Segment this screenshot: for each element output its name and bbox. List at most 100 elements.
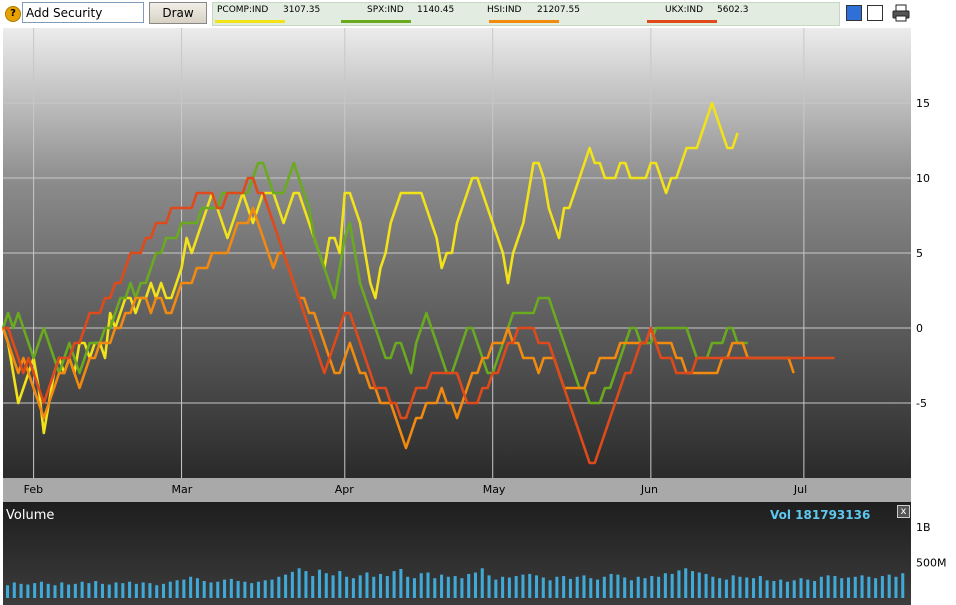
- volume-bar: [752, 578, 756, 598]
- volume-bar: [141, 582, 145, 598]
- volume-bar: [718, 578, 722, 598]
- volume-bar: [351, 578, 355, 598]
- legend-value: 3107.35: [283, 5, 321, 15]
- volume-bar: [26, 584, 30, 598]
- volume-bar: [738, 576, 742, 598]
- volume-bar: [616, 574, 620, 598]
- volume-bar: [53, 585, 57, 598]
- grid-layer: [3, 28, 911, 478]
- volume-bar: [433, 578, 437, 598]
- volume-bar: [467, 573, 471, 598]
- volume-bar: [297, 568, 301, 598]
- volume-bar: [256, 581, 260, 598]
- volume-bar: [317, 569, 322, 598]
- volume-bar: [412, 578, 416, 598]
- volume-bar: [446, 576, 450, 598]
- volume-bar: [874, 578, 878, 598]
- x-tick-label: May: [483, 483, 506, 496]
- volume-bar: [853, 576, 857, 598]
- volume-bar: [826, 575, 830, 598]
- volume-bar: [785, 581, 789, 598]
- legend-item-spx[interactable]: SPX:IND 1140.45: [367, 5, 454, 15]
- printer-icon[interactable]: [892, 4, 910, 22]
- multi-chart-icon[interactable]: [867, 5, 883, 21]
- volume-bar: [263, 580, 267, 598]
- volume-bar: [399, 568, 403, 598]
- volume-bar: [765, 580, 769, 598]
- y-tick-label: 10: [916, 172, 930, 185]
- single-chart-icon[interactable]: [846, 5, 862, 21]
- volume-bar: [216, 581, 220, 598]
- volume-bar: [677, 570, 681, 598]
- volume-bar: [345, 576, 349, 598]
- volume-bar: [867, 576, 871, 598]
- volume-close-button[interactable]: x: [897, 505, 910, 518]
- volume-bar: [277, 576, 281, 598]
- x-axis: Feb Mar Apr May Jun Jul: [24, 483, 808, 496]
- y-tick-label: 15: [916, 97, 930, 110]
- volume-bar: [711, 576, 715, 598]
- volume-bar: [833, 576, 837, 598]
- volume-bar: [609, 573, 613, 598]
- volume-bar: [270, 579, 274, 598]
- volume-bar: [568, 578, 572, 598]
- volume-bar: [67, 584, 71, 598]
- volume-bar: [704, 573, 708, 598]
- series-line-spx: [1, 161, 748, 405]
- volume-bar: [290, 571, 294, 598]
- volume-bar: [819, 576, 823, 598]
- y-axis: 15 10 5 0 -5: [916, 97, 930, 410]
- toolbar: ? Draw PCOMP:IND 3107.35 SPX:IND 1140.45 H…: [0, 0, 956, 28]
- legend-symbol: SPX:IND: [367, 5, 404, 15]
- legend-value: 1140.45: [417, 5, 455, 15]
- volume-bar: [596, 579, 600, 598]
- volume-bar: [697, 572, 701, 598]
- volume-bar: [901, 573, 905, 598]
- volume-bar: [758, 576, 762, 598]
- volume-bar: [209, 582, 213, 598]
- volume-bar: [12, 582, 16, 598]
- volume-bar: [480, 568, 484, 598]
- volume-bar: [338, 571, 342, 598]
- volume-bar: [311, 576, 315, 598]
- volume-bar: [779, 579, 783, 598]
- series-line-ukx: [3, 176, 835, 465]
- volume-bar: [331, 575, 335, 598]
- volume-bar: [887, 574, 891, 598]
- volume-bar: [772, 581, 776, 598]
- volume-bar: [80, 581, 84, 598]
- volume-bar: [528, 573, 532, 598]
- add-security-input[interactable]: [22, 2, 144, 23]
- legend-item-ukx[interactable]: UKX:IND 5602.3: [665, 5, 749, 15]
- y-tick-label: 0: [916, 322, 923, 335]
- volume-bar: [582, 575, 586, 598]
- volume-bar: [100, 583, 104, 598]
- legend-item-hsi[interactable]: HSI:IND 21207.55: [487, 5, 580, 15]
- volume-bar: [419, 573, 423, 598]
- volume-bar: [507, 577, 511, 598]
- series-layer: [1, 101, 835, 465]
- volume-bar: [189, 576, 193, 598]
- volume-bar: [880, 576, 884, 598]
- volume-bar: [589, 578, 593, 598]
- volume-bar: [229, 578, 233, 598]
- legend-item-pcomp[interactable]: PCOMP:IND 3107.35: [217, 5, 320, 15]
- legend-symbol: HSI:IND: [487, 5, 522, 15]
- legend-value: 5602.3: [717, 5, 749, 15]
- legend-symbol: UKX:IND: [665, 5, 704, 15]
- y-tick-label: -5: [916, 397, 927, 410]
- volume-bar: [182, 579, 186, 598]
- volume-bar: [575, 576, 579, 598]
- volume-bar: [121, 583, 125, 598]
- volume-bar: [501, 576, 505, 598]
- volume-bar: [392, 571, 396, 598]
- volume-bar: [87, 583, 91, 598]
- volume-bar: [33, 583, 37, 598]
- x-tick-label: Mar: [172, 483, 193, 496]
- help-icon[interactable]: ?: [5, 6, 21, 22]
- legend-swatch-pcomp: [215, 20, 285, 23]
- volume-bar: [731, 575, 735, 598]
- volume-bar: [690, 571, 695, 598]
- draw-button[interactable]: Draw: [149, 2, 207, 24]
- volume-bar: [534, 575, 539, 598]
